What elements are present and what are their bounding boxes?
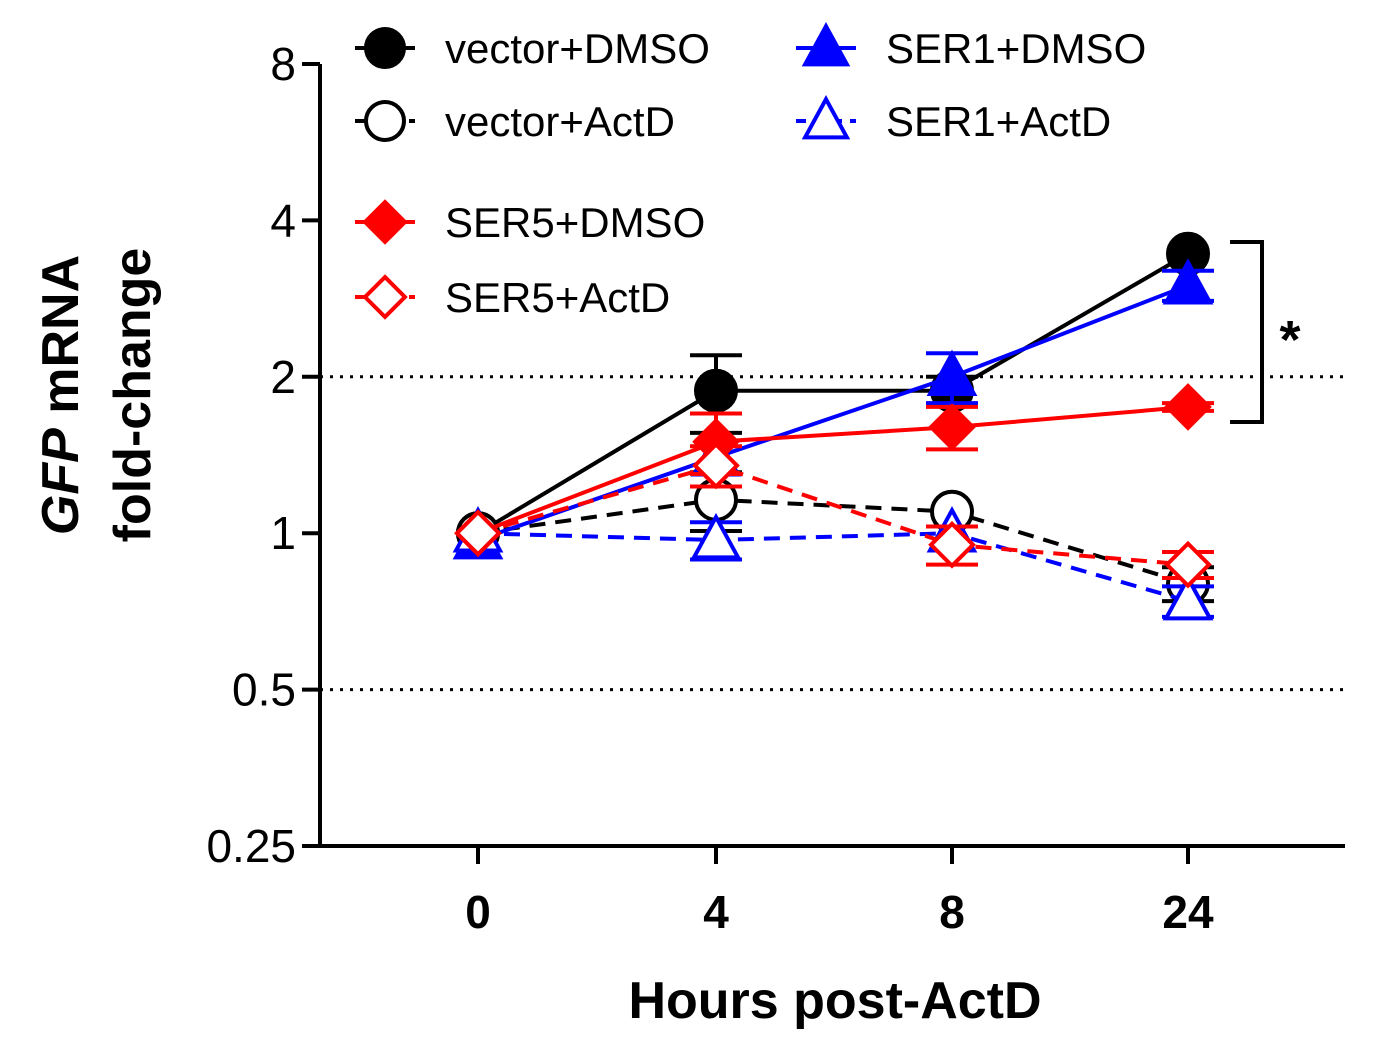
x-ticks: 0 4 8 24: [465, 846, 1214, 938]
y-axis-title: GFP mRNA: [32, 255, 90, 535]
series-SER5+ActD: [454, 441, 1214, 589]
y-tick-label: 0.25: [206, 820, 296, 872]
series-line: [477, 531, 1189, 604]
y-axis-title-gfp: GFP: [32, 428, 90, 535]
data-point: [926, 349, 978, 397]
data-point: [690, 512, 742, 560]
x-tick-label: 8: [939, 886, 965, 938]
data-point: [692, 441, 740, 490]
series-vector+ActD: [456, 470, 1214, 606]
series-line: [476, 252, 1190, 535]
y-ticks: 0.25 0.5 1 2 4 8: [206, 38, 320, 872]
data-point: [801, 21, 851, 67]
data-point: [1162, 258, 1214, 305]
legend-item: SER1+DMSO: [796, 21, 1146, 72]
reference-lines: [320, 375, 1345, 692]
significance-bracket: *: [1230, 240, 1301, 424]
data-point: [801, 94, 851, 140]
data-point: [1164, 383, 1212, 431]
data-point: [364, 100, 406, 142]
data-point: [1162, 573, 1214, 621]
y-tick-label: 1: [270, 507, 296, 559]
data-point: [362, 274, 408, 320]
series-line: [477, 404, 1189, 536]
legend-label: vector+ActD: [445, 98, 675, 145]
series-line: [477, 497, 1189, 586]
data-point: [364, 27, 406, 69]
series-line: [477, 283, 1189, 542]
legend-item: SER1+ActD: [796, 94, 1111, 145]
significance-bracket-line: [1230, 240, 1264, 424]
y-axis-title-line2: fold-change: [104, 248, 162, 543]
axes: [318, 64, 1345, 848]
x-tick-label: 24: [1162, 886, 1214, 938]
legend-item: SER5+ActD: [355, 274, 670, 321]
data-point: [928, 520, 976, 569]
legend-item: SER5+DMSO: [355, 199, 705, 246]
data-point: [694, 368, 738, 413]
series-line: [477, 463, 1189, 567]
legend-label: SER1+ActD: [886, 98, 1111, 145]
x-axis-title: Hours post-ActD: [628, 972, 1041, 1030]
data-point: [362, 199, 408, 245]
significance-star: *: [1279, 310, 1300, 370]
data-point: [1164, 540, 1212, 589]
legend-label: SER5+ActD: [445, 274, 670, 321]
legend-label: vector+DMSO: [445, 25, 710, 72]
legend-label: SER1+DMSO: [886, 25, 1146, 72]
y-tick-label: 2: [270, 351, 296, 403]
legend: vector+DMSO SER1+DMSO vector+ActD SER1+ActD…: [355, 21, 1146, 321]
data-point: [454, 509, 502, 558]
x-tick-label: 4: [703, 886, 729, 938]
series-layer: [452, 231, 1214, 621]
legend-label: SER5+DMSO: [445, 199, 705, 246]
y-tick-label: 0.5: [232, 664, 296, 716]
series-SER5+DMSO: [454, 383, 1214, 558]
series-SER1+ActD: [452, 506, 1214, 621]
data-point: [928, 403, 976, 451]
y-axis-title-mrna: mRNA: [32, 255, 90, 428]
x-tick-label: 0: [465, 886, 491, 938]
legend-item: vector+ActD: [355, 98, 675, 145]
legend-item: vector+DMSO: [355, 25, 710, 72]
y-tick-label: 4: [270, 194, 296, 246]
y-tick-label: 8: [270, 38, 296, 90]
